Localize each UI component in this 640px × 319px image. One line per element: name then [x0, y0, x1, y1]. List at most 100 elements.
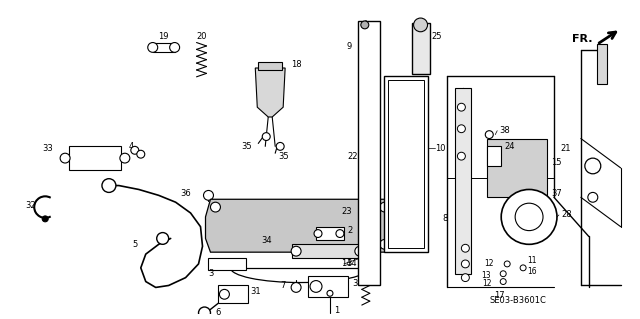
Text: 28: 28 [561, 211, 572, 219]
Circle shape [131, 146, 139, 154]
Text: 7: 7 [281, 281, 286, 290]
Text: 33: 33 [42, 144, 53, 153]
Circle shape [500, 278, 506, 285]
Circle shape [204, 190, 214, 200]
Circle shape [137, 150, 145, 158]
Circle shape [42, 216, 48, 222]
Circle shape [501, 189, 557, 244]
Text: 8: 8 [442, 214, 447, 223]
Circle shape [380, 202, 390, 212]
Text: 31: 31 [250, 287, 261, 296]
Text: 22: 22 [348, 152, 358, 161]
Text: 23: 23 [341, 206, 352, 216]
Circle shape [148, 42, 157, 52]
Circle shape [102, 179, 116, 192]
Text: SE03-B3601C: SE03-B3601C [489, 296, 546, 305]
Bar [596, 44, 607, 84]
Bar [487, 146, 501, 166]
Circle shape [413, 18, 428, 32]
Polygon shape [487, 138, 547, 197]
Bar [358, 21, 380, 286]
Text: 6: 6 [216, 308, 221, 317]
Text: 14: 14 [341, 259, 352, 268]
Circle shape [504, 261, 510, 267]
Text: 34: 34 [346, 259, 356, 268]
Circle shape [461, 274, 469, 282]
Circle shape [310, 281, 322, 292]
Text: 1: 1 [334, 307, 339, 315]
Text: 24: 24 [504, 142, 515, 151]
Text: 16: 16 [527, 267, 537, 276]
Bar [209, 258, 246, 270]
Circle shape [588, 192, 598, 202]
Circle shape [461, 244, 469, 252]
Circle shape [157, 233, 169, 244]
Circle shape [515, 203, 543, 231]
Text: 30: 30 [352, 279, 362, 288]
Text: 19: 19 [159, 32, 169, 41]
Circle shape [327, 290, 333, 296]
Text: 5: 5 [132, 240, 138, 249]
Text: 17: 17 [494, 291, 504, 300]
Text: 13: 13 [482, 271, 492, 280]
Text: 12: 12 [484, 259, 493, 268]
Text: 18: 18 [291, 60, 301, 69]
Text: 34: 34 [262, 236, 272, 245]
Bar [456, 88, 471, 274]
Circle shape [520, 265, 526, 271]
Polygon shape [205, 199, 404, 252]
Circle shape [291, 283, 301, 292]
Text: 35: 35 [278, 152, 289, 161]
Bar [316, 227, 344, 241]
Text: 25: 25 [431, 32, 442, 41]
Bar [308, 276, 348, 297]
Bar [384, 76, 428, 252]
Circle shape [170, 42, 180, 52]
Circle shape [500, 271, 506, 277]
Circle shape [211, 202, 220, 212]
Bar [292, 244, 364, 258]
Text: 12: 12 [482, 279, 492, 288]
Circle shape [361, 21, 369, 29]
Circle shape [314, 230, 322, 237]
Text: FR.: FR. [572, 33, 593, 44]
Text: 3: 3 [209, 269, 214, 278]
Text: 36: 36 [180, 189, 191, 198]
Circle shape [355, 246, 365, 256]
Text: 9: 9 [347, 42, 352, 51]
Circle shape [120, 153, 130, 163]
Text: 32: 32 [26, 201, 36, 210]
Circle shape [220, 289, 229, 299]
Circle shape [60, 153, 70, 163]
Bar [259, 62, 282, 70]
Bar [69, 146, 121, 170]
Circle shape [585, 158, 601, 174]
Circle shape [276, 143, 284, 150]
Circle shape [458, 103, 465, 111]
Bar [412, 23, 429, 74]
Text: 10: 10 [435, 144, 446, 153]
Text: 15: 15 [551, 158, 561, 167]
Text: 20: 20 [196, 32, 207, 41]
Text: 21: 21 [561, 144, 571, 153]
Text: 11: 11 [527, 256, 536, 264]
Circle shape [458, 152, 465, 160]
Text: 38: 38 [499, 126, 510, 135]
Circle shape [336, 230, 344, 237]
Circle shape [291, 246, 301, 256]
Circle shape [458, 125, 465, 133]
Circle shape [485, 131, 493, 138]
Circle shape [380, 240, 390, 249]
Text: 26: 26 [368, 244, 378, 253]
Text: 37: 37 [551, 189, 562, 198]
Circle shape [461, 260, 469, 268]
Circle shape [198, 307, 211, 319]
Text: 35: 35 [242, 142, 252, 151]
Text: 27: 27 [372, 259, 382, 268]
Text: 2: 2 [348, 226, 353, 235]
Polygon shape [255, 68, 285, 117]
Circle shape [262, 133, 270, 140]
Bar [218, 286, 248, 303]
Bar [153, 42, 175, 52]
Bar [388, 80, 424, 248]
